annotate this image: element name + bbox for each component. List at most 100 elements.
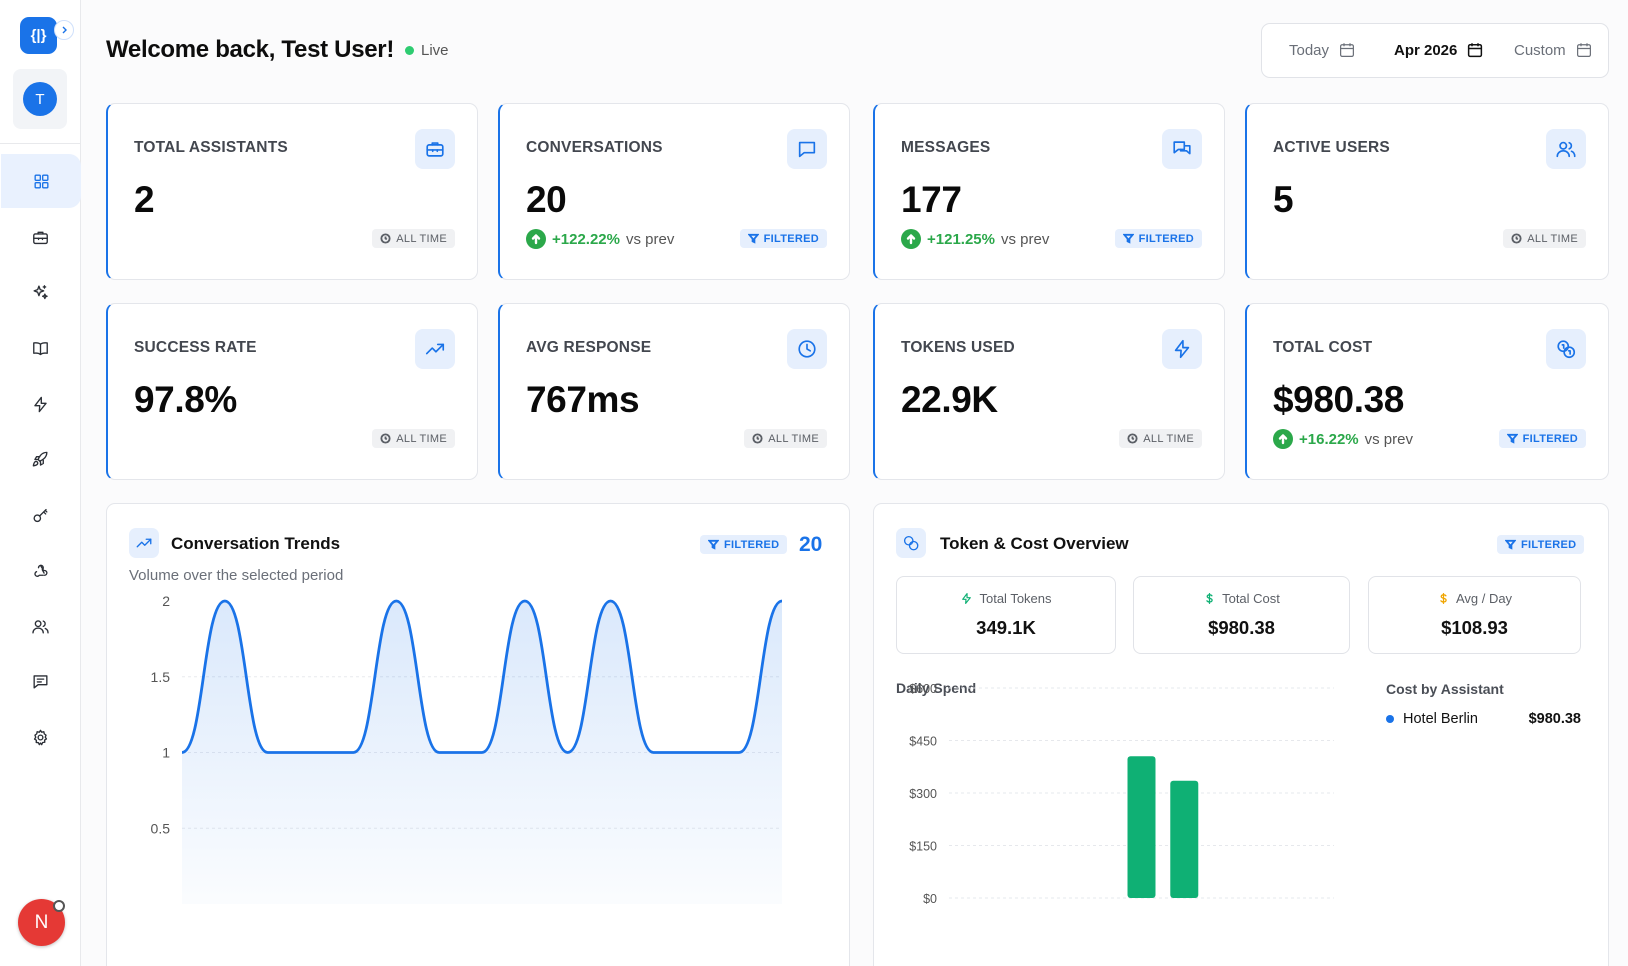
- change-percent: +122.22%: [552, 230, 620, 248]
- stat-card-active-users: ACTIVE USERS 5 ALL TIME: [1245, 103, 1609, 280]
- total-tokens-value: 349.1K: [976, 617, 1036, 638]
- stat-value: 177: [901, 179, 962, 220]
- stat-card-messages: MESSAGES 177 +121.25% vs prev FILTERED: [873, 103, 1225, 280]
- stat-icon-box: [1546, 129, 1586, 169]
- nav-webhooks[interactable]: [0, 543, 81, 597]
- stat-value: $980.38: [1273, 379, 1404, 420]
- live-indicator: Live: [405, 42, 449, 59]
- daily-spend-chart: $600 $450 $300 $150 $0: [909, 682, 1334, 906]
- nav-conversations[interactable]: [0, 654, 81, 708]
- badge-label: ALL TIME: [396, 432, 447, 445]
- date-tab-month[interactable]: Apr 2026: [1394, 41, 1484, 59]
- filtered-badge: FILTERED: [1497, 535, 1585, 554]
- stat-title: AVG RESPONSE: [526, 339, 652, 356]
- nav-dashboard[interactable]: [1, 154, 81, 208]
- stat-title: MESSAGES: [901, 139, 991, 156]
- trends-subtitle: Volume over the selected period: [129, 567, 344, 584]
- filtered-badge: FILTERED: [1498, 429, 1586, 448]
- badge-label: ALL TIME: [1527, 232, 1578, 245]
- cost-by-assistant-label: Cost by Assistant: [1386, 681, 1504, 697]
- spend-bar: [1127, 756, 1156, 898]
- briefcase-icon: [33, 231, 48, 244]
- nav-deploy[interactable]: [0, 432, 81, 486]
- stat-icon-box: [415, 129, 455, 169]
- calendar-icon: [1468, 43, 1483, 58]
- change-label: vs prev: [1000, 230, 1050, 248]
- live-label: Live: [421, 42, 449, 59]
- stat-change: +16.22% vs prev: [1273, 429, 1413, 449]
- stat-card-conversations: CONVERSATIONS 20 +122.22% vs prev FILTER…: [498, 103, 850, 280]
- filter-icon: [708, 539, 719, 550]
- nav-users[interactable]: [0, 599, 81, 653]
- change-label: vs prev: [1364, 430, 1413, 448]
- badge-label: FILTERED: [1521, 538, 1577, 551]
- message-square-icon: [33, 674, 48, 689]
- badge-label: FILTERED: [1522, 432, 1578, 445]
- page-title: Welcome back, Test User!: [106, 36, 395, 63]
- conversation-trends-panel: Conversation Trends Volume over the sele…: [106, 503, 850, 966]
- date-tab-custom-label: Custom: [1514, 41, 1566, 59]
- stat-icon-box: [415, 329, 455, 369]
- stat-value: 2: [134, 179, 155, 220]
- expand-sidebar-button[interactable]: [54, 20, 74, 40]
- spend-bar: [1170, 780, 1199, 898]
- stat-card-total-cost: TOTAL COST $980.38 +16.22% vs prev FILTE…: [1245, 303, 1609, 480]
- dollar-icon: [1206, 592, 1213, 605]
- lightning-icon: [34, 396, 47, 412]
- cost-title: Token & Cost Overview: [940, 534, 1129, 553]
- total-cost-card: Total Cost $980.38: [1133, 576, 1350, 654]
- date-range-selector: Today Apr 2026 Custom: [1261, 23, 1609, 78]
- total-cost-label: Total Cost: [1222, 591, 1280, 606]
- webhook-icon: [34, 564, 48, 577]
- stat-value: 22.9K: [901, 379, 998, 420]
- stat-icon-box: [1162, 329, 1202, 369]
- nav-api-keys[interactable]: [0, 488, 81, 542]
- briefcase-icon: [426, 142, 444, 157]
- stat-title: TOTAL ASSISTANTS: [134, 139, 288, 156]
- clock-icon: [380, 433, 391, 444]
- live-dot: [405, 46, 414, 55]
- total-cost-value: $980.38: [1208, 617, 1275, 638]
- nav-assistants[interactable]: [0, 210, 81, 264]
- y-tick-label: 2: [162, 593, 170, 609]
- date-tab-custom[interactable]: Custom: [1514, 41, 1593, 59]
- arrow-up-icon: [1273, 429, 1293, 449]
- trend-line: [181, 599, 783, 754]
- daily-spend-label: Daily Spend: [896, 680, 977, 696]
- stat-value: 97.8%: [134, 379, 237, 420]
- nav-actions[interactable]: [0, 377, 81, 431]
- stat-card-avg-response: AVG RESPONSE 767ms ALL TIME: [498, 303, 850, 480]
- workspace-switcher[interactable]: T: [13, 69, 67, 129]
- all-time-badge: ALL TIME: [372, 229, 455, 248]
- trends-count: 20: [799, 533, 823, 556]
- messages-icon: [1173, 141, 1191, 155]
- badge-label: ALL TIME: [396, 232, 447, 245]
- badge-label: FILTERED: [763, 232, 819, 245]
- clock-icon: [752, 433, 763, 444]
- users-icon: [1556, 141, 1576, 158]
- app-logo[interactable]: {|}: [20, 17, 57, 54]
- stat-icon-box: [787, 329, 827, 369]
- change-percent: +121.25%: [927, 230, 995, 248]
- y-tick-label: 1: [162, 745, 170, 761]
- clock-icon: [798, 340, 816, 358]
- trending-up-icon: [425, 343, 445, 355]
- token-cost-panel: Token & Cost Overview FILTERED Total Tok…: [873, 503, 1609, 966]
- stat-card-total-assistants: TOTAL ASSISTANTS 2 ALL TIME: [106, 103, 478, 280]
- coins-icon: [903, 535, 919, 551]
- avg-day-card: Avg / Day $108.93: [1368, 576, 1581, 654]
- trending-up-icon: [136, 538, 152, 548]
- stat-icon-box: [787, 129, 827, 169]
- avg-day-label: Avg / Day: [1455, 591, 1513, 606]
- user-status-dot: [53, 900, 65, 912]
- arrow-up-icon: [901, 229, 921, 249]
- nav-knowledge[interactable]: [0, 321, 81, 375]
- all-time-badge: ALL TIME: [744, 429, 827, 448]
- nav-settings[interactable]: [0, 710, 81, 764]
- nav-ai[interactable]: [0, 265, 81, 319]
- filtered-badge: FILTERED: [739, 229, 827, 248]
- assistant-dot: [1386, 715, 1394, 723]
- date-tab-today[interactable]: Today: [1289, 41, 1356, 59]
- stat-change: +122.22% vs prev: [526, 229, 674, 249]
- mini-label: Total Tokens: [897, 591, 1115, 606]
